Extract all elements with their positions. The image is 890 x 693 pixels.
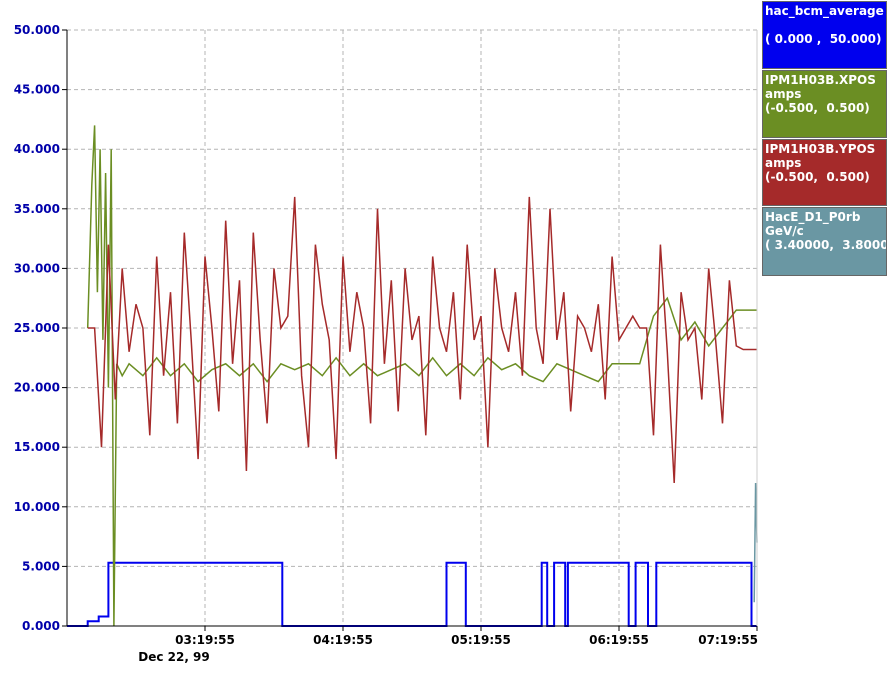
legend-series-range: (-0.500, 0.500) [765,101,870,115]
y-tick-label: 45.000 [14,83,60,97]
legend-series-unit: GeV/c [765,224,804,238]
y-tick-label: 10.000 [14,500,60,514]
legend-series-unit: amps [765,156,802,170]
y-tick-label: 50.000 [14,23,60,37]
legend-series-name: IPM1H03B.XPOS [765,73,876,87]
y-tick-label: 15.000 [14,440,60,454]
x-tick-label: 07:19:55 [698,633,758,647]
series-line-1 [86,125,757,627]
y-tick-label: 30.000 [14,261,60,275]
x-tick-label: 06:19:55 [589,633,649,647]
legend-entry-2[interactable]: IPM1H03B.YPOS amps (-0.500, 0.500) [762,139,887,206]
y-tick-label: 35.000 [14,202,60,216]
series-line-0 [67,561,757,627]
legend-series-range: (-0.500, 0.500) [765,170,870,184]
legend-entry-1[interactable]: IPM1H03B.XPOS amps (-0.500, 0.500) [762,70,887,138]
legend-series-name: IPM1H03B.YPOS [765,142,876,156]
y-tick-label: 5.000 [22,559,60,573]
legend-entry-0[interactable]: hac_bcm_average ( 0.000 , 50.000) [762,1,887,69]
y-tick-labels: 0.000 5.000 10.000 15.000 20.000 25.000 30.000… [14,23,67,633]
legend-series-unit: amps [765,87,802,101]
legend-series-range: ( 0.000 , 50.000) [765,32,882,46]
y-tick-label: 25.000 [14,321,60,335]
y-tick-label: 40.000 [14,142,60,156]
series-line-2 [87,196,757,484]
x-tick-label: 03:19:55 [175,633,235,647]
grid [67,29,758,626]
x-tick-label: 05:19:55 [451,633,511,647]
y-tick-label: 0.000 [22,619,60,633]
y-tick-label: 20.000 [14,381,60,395]
legend-series-range: ( 3.40000, 3.80000) [765,238,887,252]
legend-series-name: HacE_D1_P0rb [765,210,861,224]
x-date-label: Dec 22, 99 [138,650,210,664]
legend-series-name: hac_bcm_average [765,4,884,18]
x-tick-labels: 03:19:55 04:19:55 05:19:55 06:19:55 07:19:55 [175,626,758,647]
x-tick-label: 04:19:55 [313,633,373,647]
legend-series-unit [765,18,884,32]
